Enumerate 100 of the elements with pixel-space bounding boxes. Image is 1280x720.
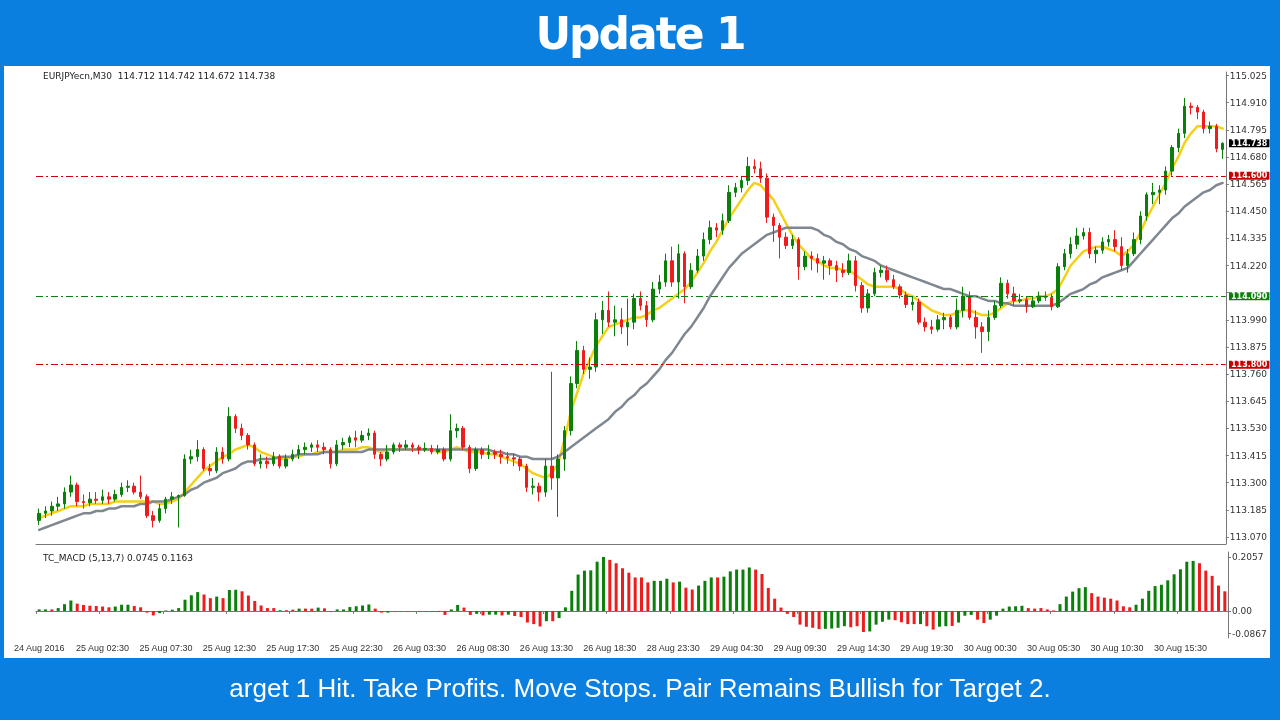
bar [126,604,130,611]
bar [189,595,193,611]
candlestick [980,321,984,354]
candlestick [753,158,756,174]
candlestick [740,175,743,193]
bar [1071,591,1075,611]
candlestick [455,423,459,439]
bar [817,610,821,630]
bar [1197,563,1201,611]
candlestick [107,491,111,505]
candlestick [968,290,971,321]
candlestick [493,449,497,460]
bar [107,607,111,611]
candlestick [588,357,592,380]
bar [234,589,238,611]
bar [361,605,365,611]
candlestick [1063,248,1066,271]
x-tick-label: 30 Aug 10:30 [1090,642,1144,653]
candlestick [936,314,940,333]
candlestick [348,434,351,448]
candlestick [113,489,117,503]
bar [1172,574,1176,611]
bar [874,610,878,625]
candlestick [1208,121,1212,134]
candlestick [1126,248,1129,274]
y-tick-label: 113.070 [1229,531,1268,542]
candlestick [664,253,667,288]
candlestick [879,265,883,278]
candlestick [772,213,775,243]
bar [887,610,891,620]
candlestick [189,449,193,465]
bar [132,606,136,611]
candlestick [759,161,762,184]
bar [893,610,897,621]
candlestick [164,496,167,514]
bar [94,606,98,611]
bar [202,594,206,611]
candlestick [658,274,661,295]
y-tick-label: 113.415 [1229,450,1267,461]
candlestick [601,300,604,335]
bar [1096,596,1100,611]
bar [139,607,143,611]
candlestick [942,312,946,330]
candlestick [499,449,503,465]
candlestick [202,446,205,472]
candlestick [702,231,705,262]
bar [798,610,802,625]
candlestick [398,442,402,453]
candlestick [480,446,484,460]
candlestick [778,222,781,259]
candlestick [860,281,864,314]
bar [494,610,498,615]
bar [246,595,250,611]
y-tick-label: -0.0867 [1232,628,1267,639]
candlestick [563,425,566,472]
bar [544,610,548,622]
x-tick-label: 25 Aug 12:30 [202,642,256,653]
candlestick [132,482,136,495]
candlestick [556,453,560,518]
candlestick [310,442,313,453]
candlestick [885,265,889,283]
candlestick [1151,182,1155,205]
bar [1134,604,1138,611]
candlestick [626,298,629,347]
candlestick [797,236,800,281]
bar [690,589,694,611]
candlestick [841,262,845,278]
bar [627,572,631,611]
y-tick-label: 114.450 [1229,206,1268,217]
candlestick [949,314,952,330]
y-tick-label: 114.680 [1229,151,1268,162]
candlestick [196,439,199,462]
candlestick [303,442,307,455]
bar [836,610,840,628]
bar [221,598,225,611]
candlestick [468,444,471,474]
candlestick [1164,165,1167,196]
bar [969,610,973,615]
x-tick-label: 25 Aug 02:30 [76,642,130,653]
candlestick [816,253,819,274]
candlestick [227,406,231,462]
bar [640,577,644,611]
bar [678,581,682,611]
candlestick [974,309,978,340]
candlestick [1158,184,1161,205]
bar [456,604,460,611]
candlestick [291,449,294,462]
ref-line-label: 114.600 [1231,171,1268,181]
bar [513,610,517,616]
candlestick [620,307,623,335]
candlestick [442,446,446,462]
bar [976,610,980,620]
bar [601,556,605,611]
y-tick-label: 114.335 [1229,233,1267,244]
y-tick-label: 113.760 [1229,369,1268,380]
bar [215,596,219,611]
candlestick [537,482,541,503]
bar [240,591,244,611]
x-tick-label: 30 Aug 05:30 [1027,642,1081,653]
x-tick-label: 28 Aug 23:30 [646,642,700,653]
